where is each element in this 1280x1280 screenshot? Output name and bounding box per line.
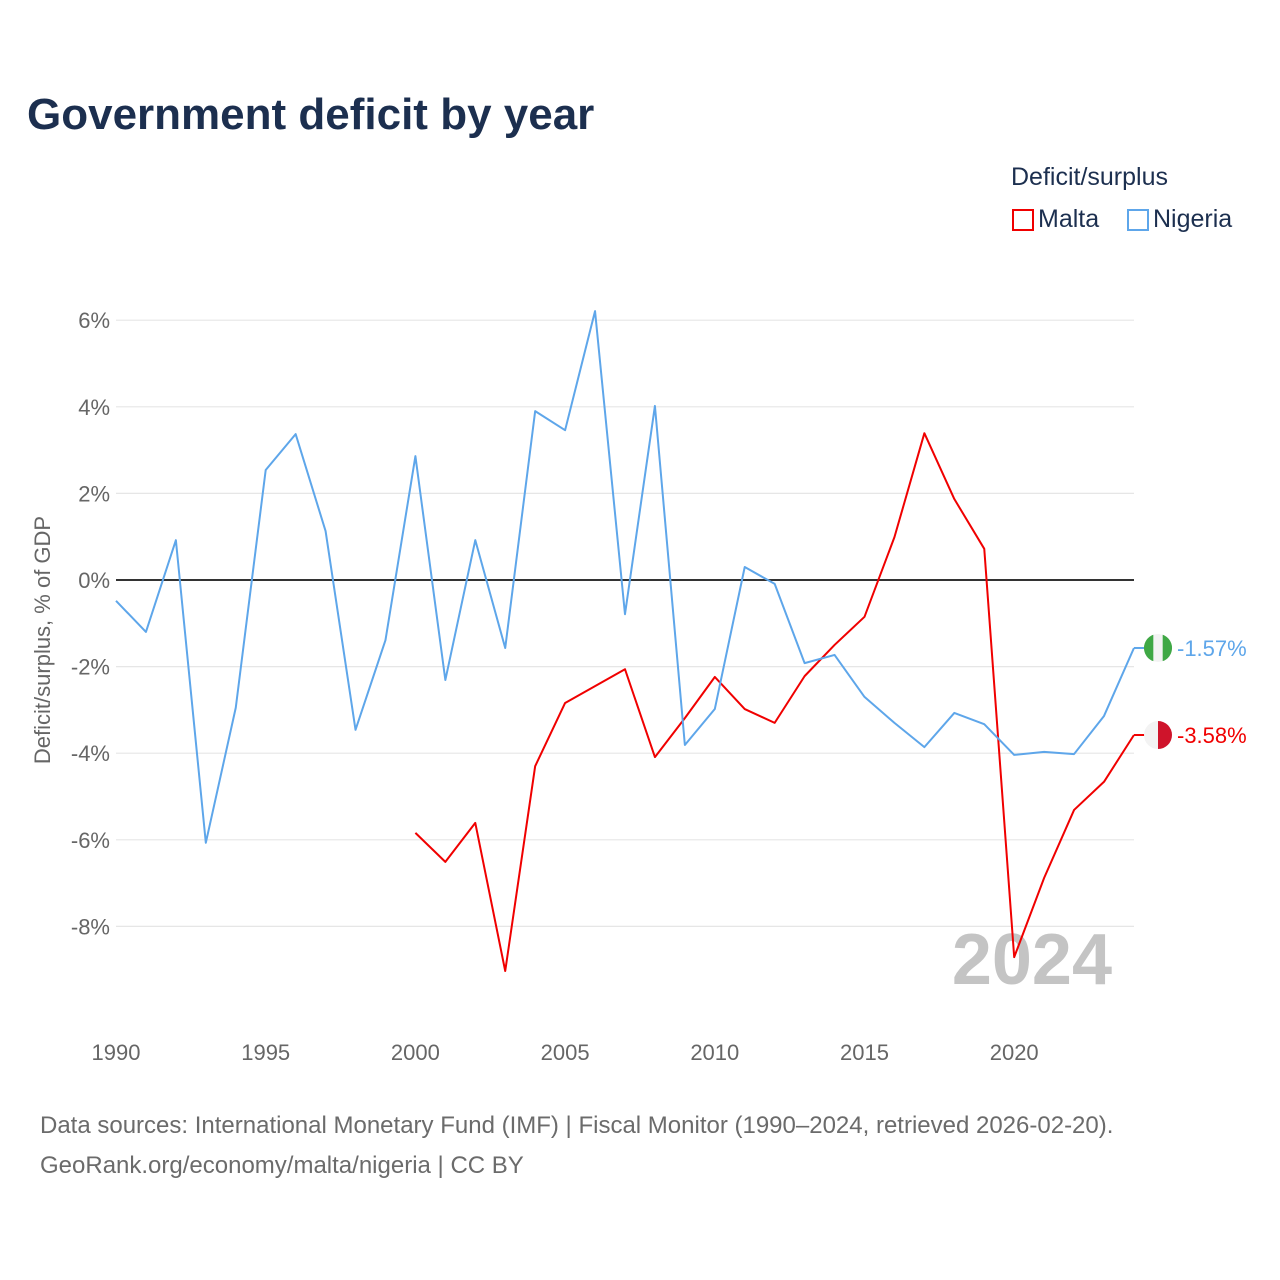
x-tick-label: 2020 <box>990 1040 1039 1065</box>
y-tick-label: -4% <box>71 741 110 766</box>
legend-swatch-malta <box>1012 208 1034 231</box>
y-axis-label: Deficit/surplus, % of GDP <box>30 516 55 764</box>
flag-stripe <box>1162 634 1173 662</box>
legend-item-malta[interactable]: Malta <box>1012 205 1099 234</box>
y-tick-label: 6% <box>78 308 110 333</box>
source-line-2[interactable]: GeoRank.org/economy/malta/nigeria | CC B… <box>40 1152 524 1179</box>
legend-label-nigeria: Nigeria <box>1153 205 1233 233</box>
source-line-1: Data sources: International Monetary Fun… <box>40 1112 1114 1139</box>
x-tick-label: 2000 <box>391 1040 440 1065</box>
y-tick-label: 2% <box>78 481 110 506</box>
legend-item-nigeria[interactable]: Nigeria <box>1127 205 1232 234</box>
x-tick-label: 1995 <box>241 1040 290 1065</box>
y-tick-label: -6% <box>71 828 110 853</box>
flag-half <box>1158 721 1172 750</box>
x-tick-label: 2010 <box>690 1040 739 1065</box>
flag-stripe <box>1143 634 1154 662</box>
end-value-label-malta: -3.58% <box>1177 723 1247 748</box>
y-tick-label: -2% <box>71 655 110 680</box>
source-note: Data sources: International Monetary Fun… <box>40 1106 1113 1186</box>
y-tick-label: 4% <box>78 395 110 420</box>
series-line-nigeria <box>115 310 1135 844</box>
legend-label-malta: Malta <box>1038 205 1100 233</box>
series-line-malta <box>414 432 1135 972</box>
year-watermark: 2024 <box>952 920 1112 1000</box>
legend-title: Deficit/surplus <box>1011 163 1168 191</box>
x-tick-label: 1990 <box>92 1040 141 1065</box>
y-tick-label: -8% <box>71 914 110 939</box>
legend-swatch-nigeria <box>1127 208 1149 231</box>
y-tick-label: 0% <box>78 568 110 593</box>
end-value-label-nigeria: -1.57% <box>1177 636 1247 661</box>
chart-title: Government deficit by year <box>27 90 595 139</box>
x-tick-label: 2015 <box>840 1040 889 1065</box>
x-tick-label: 2005 <box>541 1040 590 1065</box>
